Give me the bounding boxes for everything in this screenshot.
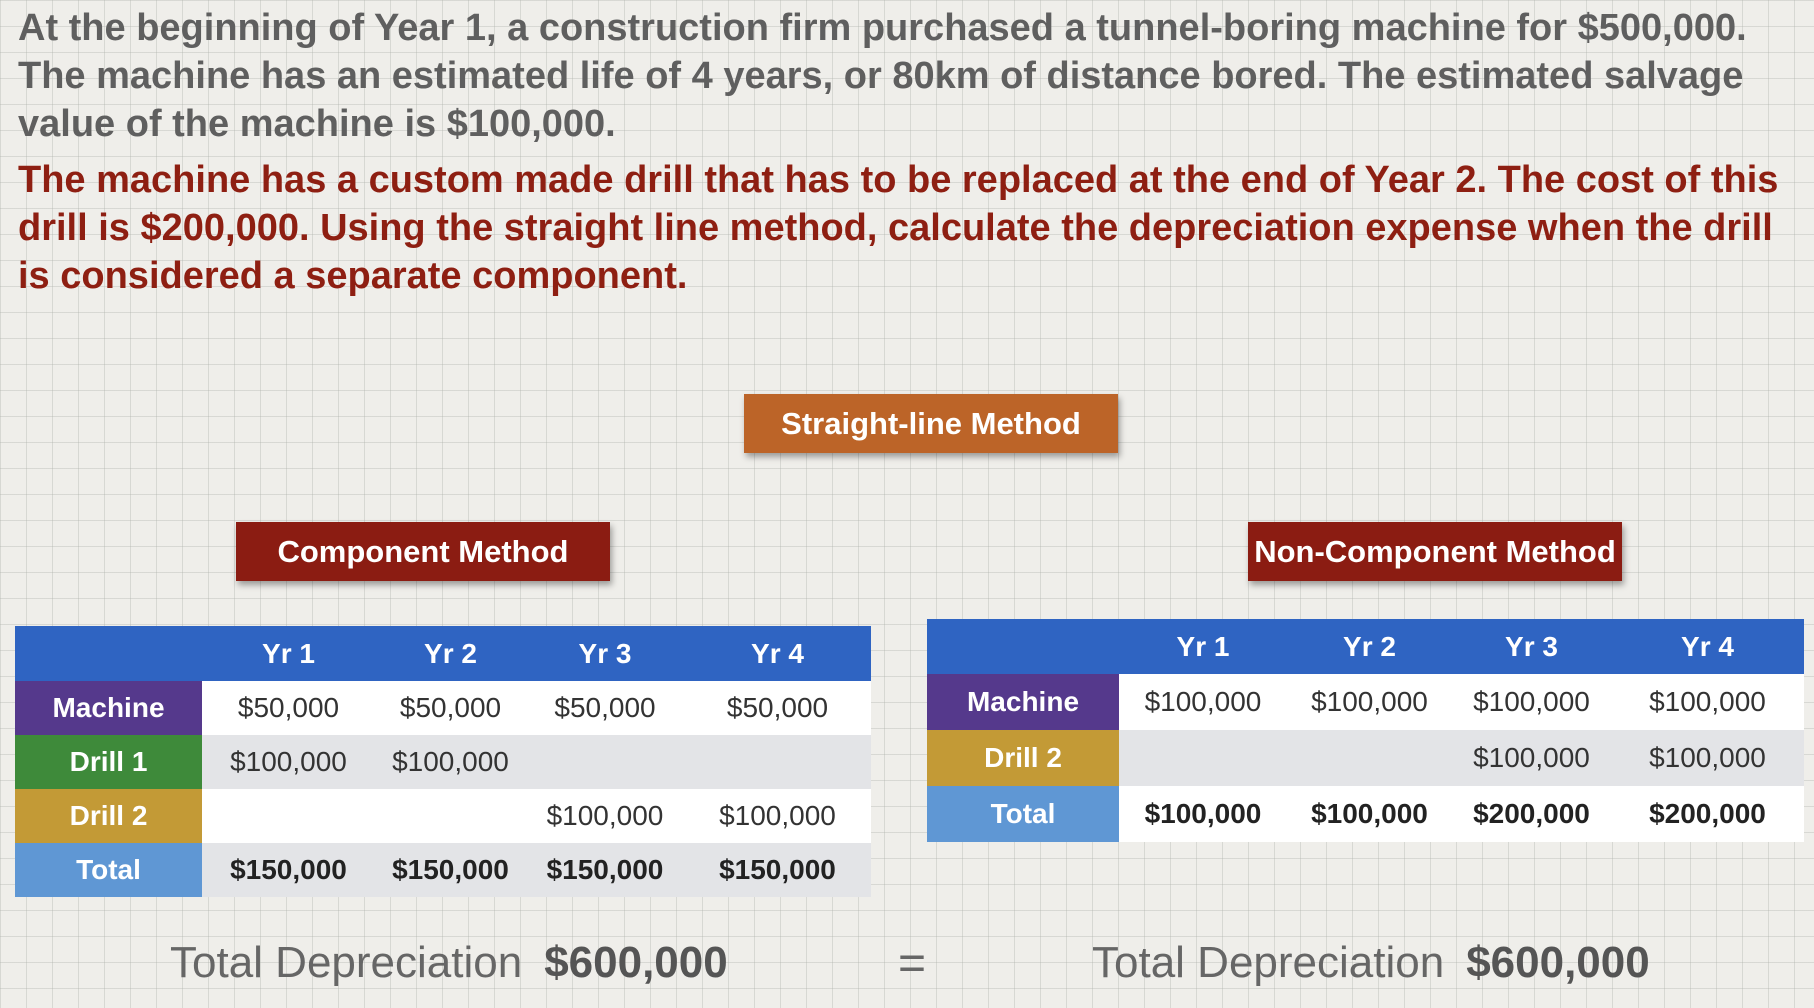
- table-cell: $100,000: [684, 789, 871, 843]
- table-cell: $100,000: [1119, 786, 1287, 842]
- table-cell: $100,000: [1287, 786, 1452, 842]
- table-cell: $50,000: [526, 681, 684, 735]
- table-cell: [526, 735, 684, 789]
- header-cell: [927, 619, 1119, 674]
- table-cell: $100,000: [1611, 674, 1804, 730]
- header-cell: Yr 1: [202, 626, 375, 681]
- row-label: Machine: [15, 681, 202, 735]
- table-cell: $100,000: [1119, 674, 1287, 730]
- problem-intro-text: At the beginning of Year 1, a constructi…: [18, 7, 1747, 145]
- table-cell: $100,000: [1611, 730, 1804, 786]
- table-cell: $150,000: [526, 843, 684, 897]
- table-cell: $50,000: [202, 681, 375, 735]
- table-row: Drill 2 $100,000 $100,000: [15, 789, 871, 843]
- table-cell: $150,000: [684, 843, 871, 897]
- table-row: Drill 2 $100,000 $100,000: [927, 730, 1804, 786]
- header-cell: Yr 2: [1287, 619, 1452, 674]
- table-cell: $100,000: [1287, 674, 1452, 730]
- header-cell: Yr 2: [375, 626, 526, 681]
- table-cell: $200,000: [1452, 786, 1611, 842]
- table-cell: $100,000: [375, 735, 526, 789]
- total-depreciation-label: Total Depreciation: [1092, 938, 1445, 987]
- table-cell: $100,000: [202, 735, 375, 789]
- table-cell: $100,000: [1452, 674, 1611, 730]
- row-label: Total: [927, 786, 1119, 842]
- row-label: Drill 1: [15, 735, 202, 789]
- header-cell: Yr 1: [1119, 619, 1287, 674]
- table-header-row: Yr 1 Yr 2 Yr 3 Yr 4: [15, 626, 871, 681]
- table-row: Machine $50,000 $50,000 $50,000 $50,000: [15, 681, 871, 735]
- row-label: Drill 2: [927, 730, 1119, 786]
- header-cell: Yr 4: [684, 626, 871, 681]
- non-component-method-table: Yr 1 Yr 2 Yr 3 Yr 4 Machine $100,000 $10…: [927, 619, 1804, 842]
- table-cell: $100,000: [526, 789, 684, 843]
- table-cell: $150,000: [202, 843, 375, 897]
- header-cell: Yr 4: [1611, 619, 1804, 674]
- component-total-depreciation: Total Depreciation $600,000: [170, 938, 728, 988]
- table-header-row: Yr 1 Yr 2 Yr 3 Yr 4: [927, 619, 1804, 674]
- header-cell: [15, 626, 202, 681]
- row-label: Drill 2: [15, 789, 202, 843]
- equals-sign: =: [898, 937, 927, 990]
- total-depreciation-label: Total Depreciation: [170, 938, 523, 987]
- row-label: Machine: [927, 674, 1119, 730]
- header-cell: Yr 3: [526, 626, 684, 681]
- table-total-row: Total $100,000 $100,000 $200,000 $200,00…: [927, 786, 1804, 842]
- total-depreciation-value: $600,000: [544, 938, 728, 987]
- table-cell: [1287, 730, 1452, 786]
- table-total-row: Total $150,000 $150,000 $150,000 $150,00…: [15, 843, 871, 897]
- table-cell: $50,000: [375, 681, 526, 735]
- component-method-table: Yr 1 Yr 2 Yr 3 Yr 4 Machine $50,000 $50,…: [15, 626, 871, 897]
- total-depreciation-value: $600,000: [1466, 938, 1650, 987]
- table-row: Machine $100,000 $100,000 $100,000 $100,…: [927, 674, 1804, 730]
- table-cell: $100,000: [1452, 730, 1611, 786]
- table-cell: [202, 789, 375, 843]
- table-cell: $50,000: [684, 681, 871, 735]
- table-cell: [1119, 730, 1287, 786]
- header-cell: Yr 3: [1452, 619, 1611, 674]
- problem-question-text: The machine has a custom made drill that…: [18, 159, 1779, 297]
- component-method-tag: Component Method: [236, 522, 610, 581]
- table-cell: [684, 735, 871, 789]
- table-cell: $150,000: [375, 843, 526, 897]
- non-component-total-depreciation: Total Depreciation $600,000: [1092, 938, 1650, 988]
- row-label: Total: [15, 843, 202, 897]
- table-cell: [375, 789, 526, 843]
- table-cell: $200,000: [1611, 786, 1804, 842]
- straight-line-method-tag: Straight-line Method: [744, 394, 1118, 453]
- non-component-method-tag: Non-Component Method: [1248, 522, 1622, 581]
- table-row: Drill 1 $100,000 $100,000: [15, 735, 871, 789]
